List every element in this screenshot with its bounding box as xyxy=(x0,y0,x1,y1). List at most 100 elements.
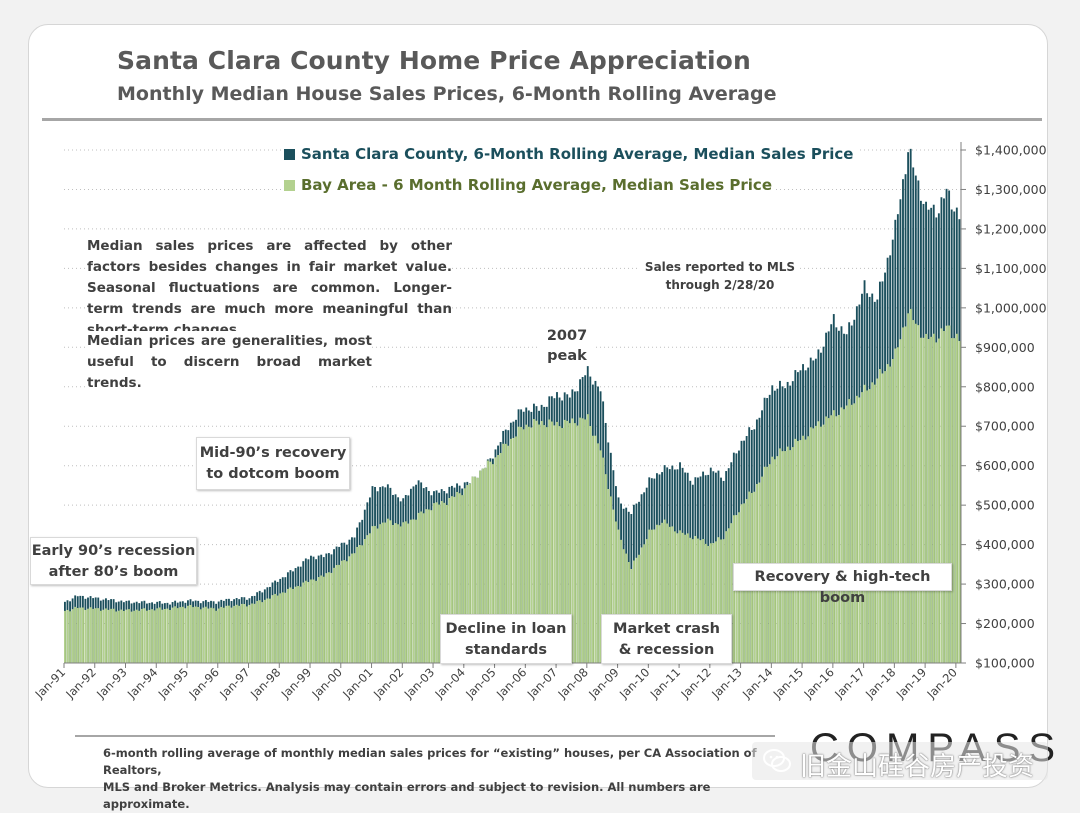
bay-area-bar xyxy=(399,526,402,663)
bay-area-bar xyxy=(456,491,458,663)
bay-area-bar xyxy=(802,435,804,663)
bay-area-bar xyxy=(433,503,435,663)
bay-area-bar xyxy=(233,605,236,663)
bay-area-bar xyxy=(917,325,920,663)
bay-area-bar xyxy=(568,423,571,663)
bay-area-bar xyxy=(832,410,835,663)
bay-area-bar xyxy=(130,611,133,663)
watermark-text: 旧金山硅谷房产投资 xyxy=(800,752,1035,782)
bay-area-bar xyxy=(727,528,730,663)
bay-area-bar xyxy=(932,333,935,663)
x-tick-label: Jan-19 xyxy=(893,665,929,701)
bay-area-bar xyxy=(889,366,892,663)
x-tick-label: Jan-98 xyxy=(247,665,283,701)
bay-area-bar xyxy=(105,608,107,663)
bay-area-bar xyxy=(471,476,474,663)
x-tick-label: Jan-06 xyxy=(493,665,529,701)
bay-area-bar xyxy=(320,575,323,663)
bay-area-bar xyxy=(843,409,845,663)
bay-area-bar xyxy=(371,526,374,663)
legend-swatch-santa-clara xyxy=(284,148,295,160)
bay-area-bar xyxy=(666,523,669,663)
bay-area-bar xyxy=(397,524,400,663)
title-divider xyxy=(42,118,1042,121)
bay-area-bar xyxy=(192,607,195,663)
bay-area-bar xyxy=(115,611,118,663)
bay-area-bar xyxy=(379,524,382,663)
bay-area-bar xyxy=(125,609,128,663)
bay-area-bar xyxy=(881,373,884,663)
bay-area-bar xyxy=(420,511,423,663)
bay-area-bar xyxy=(179,607,182,663)
bay-area-bar xyxy=(494,457,497,663)
bay-area-bar xyxy=(702,539,705,663)
bay-area-bar xyxy=(609,496,612,663)
y-tick-label: $1,100,000 xyxy=(975,261,1047,276)
bay-area-bar xyxy=(215,610,218,663)
bay-area-bar xyxy=(274,593,277,663)
bay-area-bar xyxy=(904,326,907,663)
bay-area-bar xyxy=(776,456,779,663)
bay-area-bar xyxy=(625,553,628,663)
bay-area-bar xyxy=(453,496,456,663)
bay-area-bar xyxy=(366,535,369,663)
bay-area-bar xyxy=(868,389,871,663)
x-tick-label: Jan-05 xyxy=(462,665,498,701)
bay-area-bar xyxy=(245,606,248,663)
bay-area-bar xyxy=(389,520,392,663)
bay-area-bar xyxy=(707,545,710,663)
bay-area-bar xyxy=(176,608,179,663)
bay-area-bar xyxy=(902,327,904,663)
bay-area-bar xyxy=(786,446,789,663)
bay-area-bar xyxy=(135,609,138,663)
bay-area-bar xyxy=(338,564,341,663)
legend-item-santa-clara: Santa Clara County, 6-Month Rolling Aver… xyxy=(284,145,858,163)
legend-label-bay-area: Bay Area - 6 Month Rolling Average, Medi… xyxy=(301,176,772,194)
bay-area-bar xyxy=(266,598,269,663)
bay-area-bar xyxy=(594,435,597,663)
bay-area-bar xyxy=(435,502,438,663)
footnote: 6-month rolling average of monthly media… xyxy=(103,745,763,813)
bay-area-bar xyxy=(781,451,784,663)
bay-area-bar xyxy=(348,556,351,663)
bay-area-bar xyxy=(438,504,441,663)
bay-area-bar xyxy=(720,539,722,663)
bay-area-bar xyxy=(322,576,325,663)
bay-area-bar xyxy=(417,512,420,663)
bay-area-bar xyxy=(914,323,917,663)
bay-area-bar xyxy=(297,585,300,663)
bay-area-bar xyxy=(199,609,202,663)
bay-area-bar xyxy=(871,382,874,663)
bay-area-bar xyxy=(87,608,89,663)
bay-area-bar xyxy=(794,438,797,663)
bay-area-bar xyxy=(812,428,815,663)
bay-area-bar xyxy=(269,598,271,663)
bay-area-bar xyxy=(502,443,505,663)
bay-area-bar xyxy=(317,577,320,663)
bay-area-bar xyxy=(820,426,822,663)
bay-area-bar xyxy=(146,610,148,663)
bay-area-bar xyxy=(538,424,540,663)
bay-area-bar xyxy=(204,606,207,663)
y-tick-label: $400,000 xyxy=(975,537,1035,552)
x-tick-label: Jan-97 xyxy=(216,665,252,701)
bay-area-bar xyxy=(714,541,717,663)
bay-area-bar xyxy=(384,522,387,663)
note-paragraph-1: Median sales prices are affected by othe… xyxy=(87,236,452,341)
bay-area-bar xyxy=(220,606,223,663)
annotation-early-90s-line-1: Early 90’s recession xyxy=(31,543,196,559)
bay-area-bar xyxy=(789,450,792,663)
bay-area-bar xyxy=(671,526,674,663)
bay-area-bar xyxy=(340,560,343,663)
bay-area-bar xyxy=(948,325,951,663)
bay-area-bar xyxy=(148,609,151,663)
y-tick-label: $200,000 xyxy=(975,616,1035,631)
bay-area-bar xyxy=(217,608,220,663)
bay-area-bar xyxy=(814,425,817,663)
bay-area-bar xyxy=(143,608,146,663)
x-tick-label: Jan-08 xyxy=(555,665,591,701)
bay-area-bar xyxy=(330,572,333,663)
bay-area-bar xyxy=(640,547,643,663)
x-tick-label: Jan-95 xyxy=(155,665,191,701)
bay-area-bar xyxy=(799,440,802,663)
